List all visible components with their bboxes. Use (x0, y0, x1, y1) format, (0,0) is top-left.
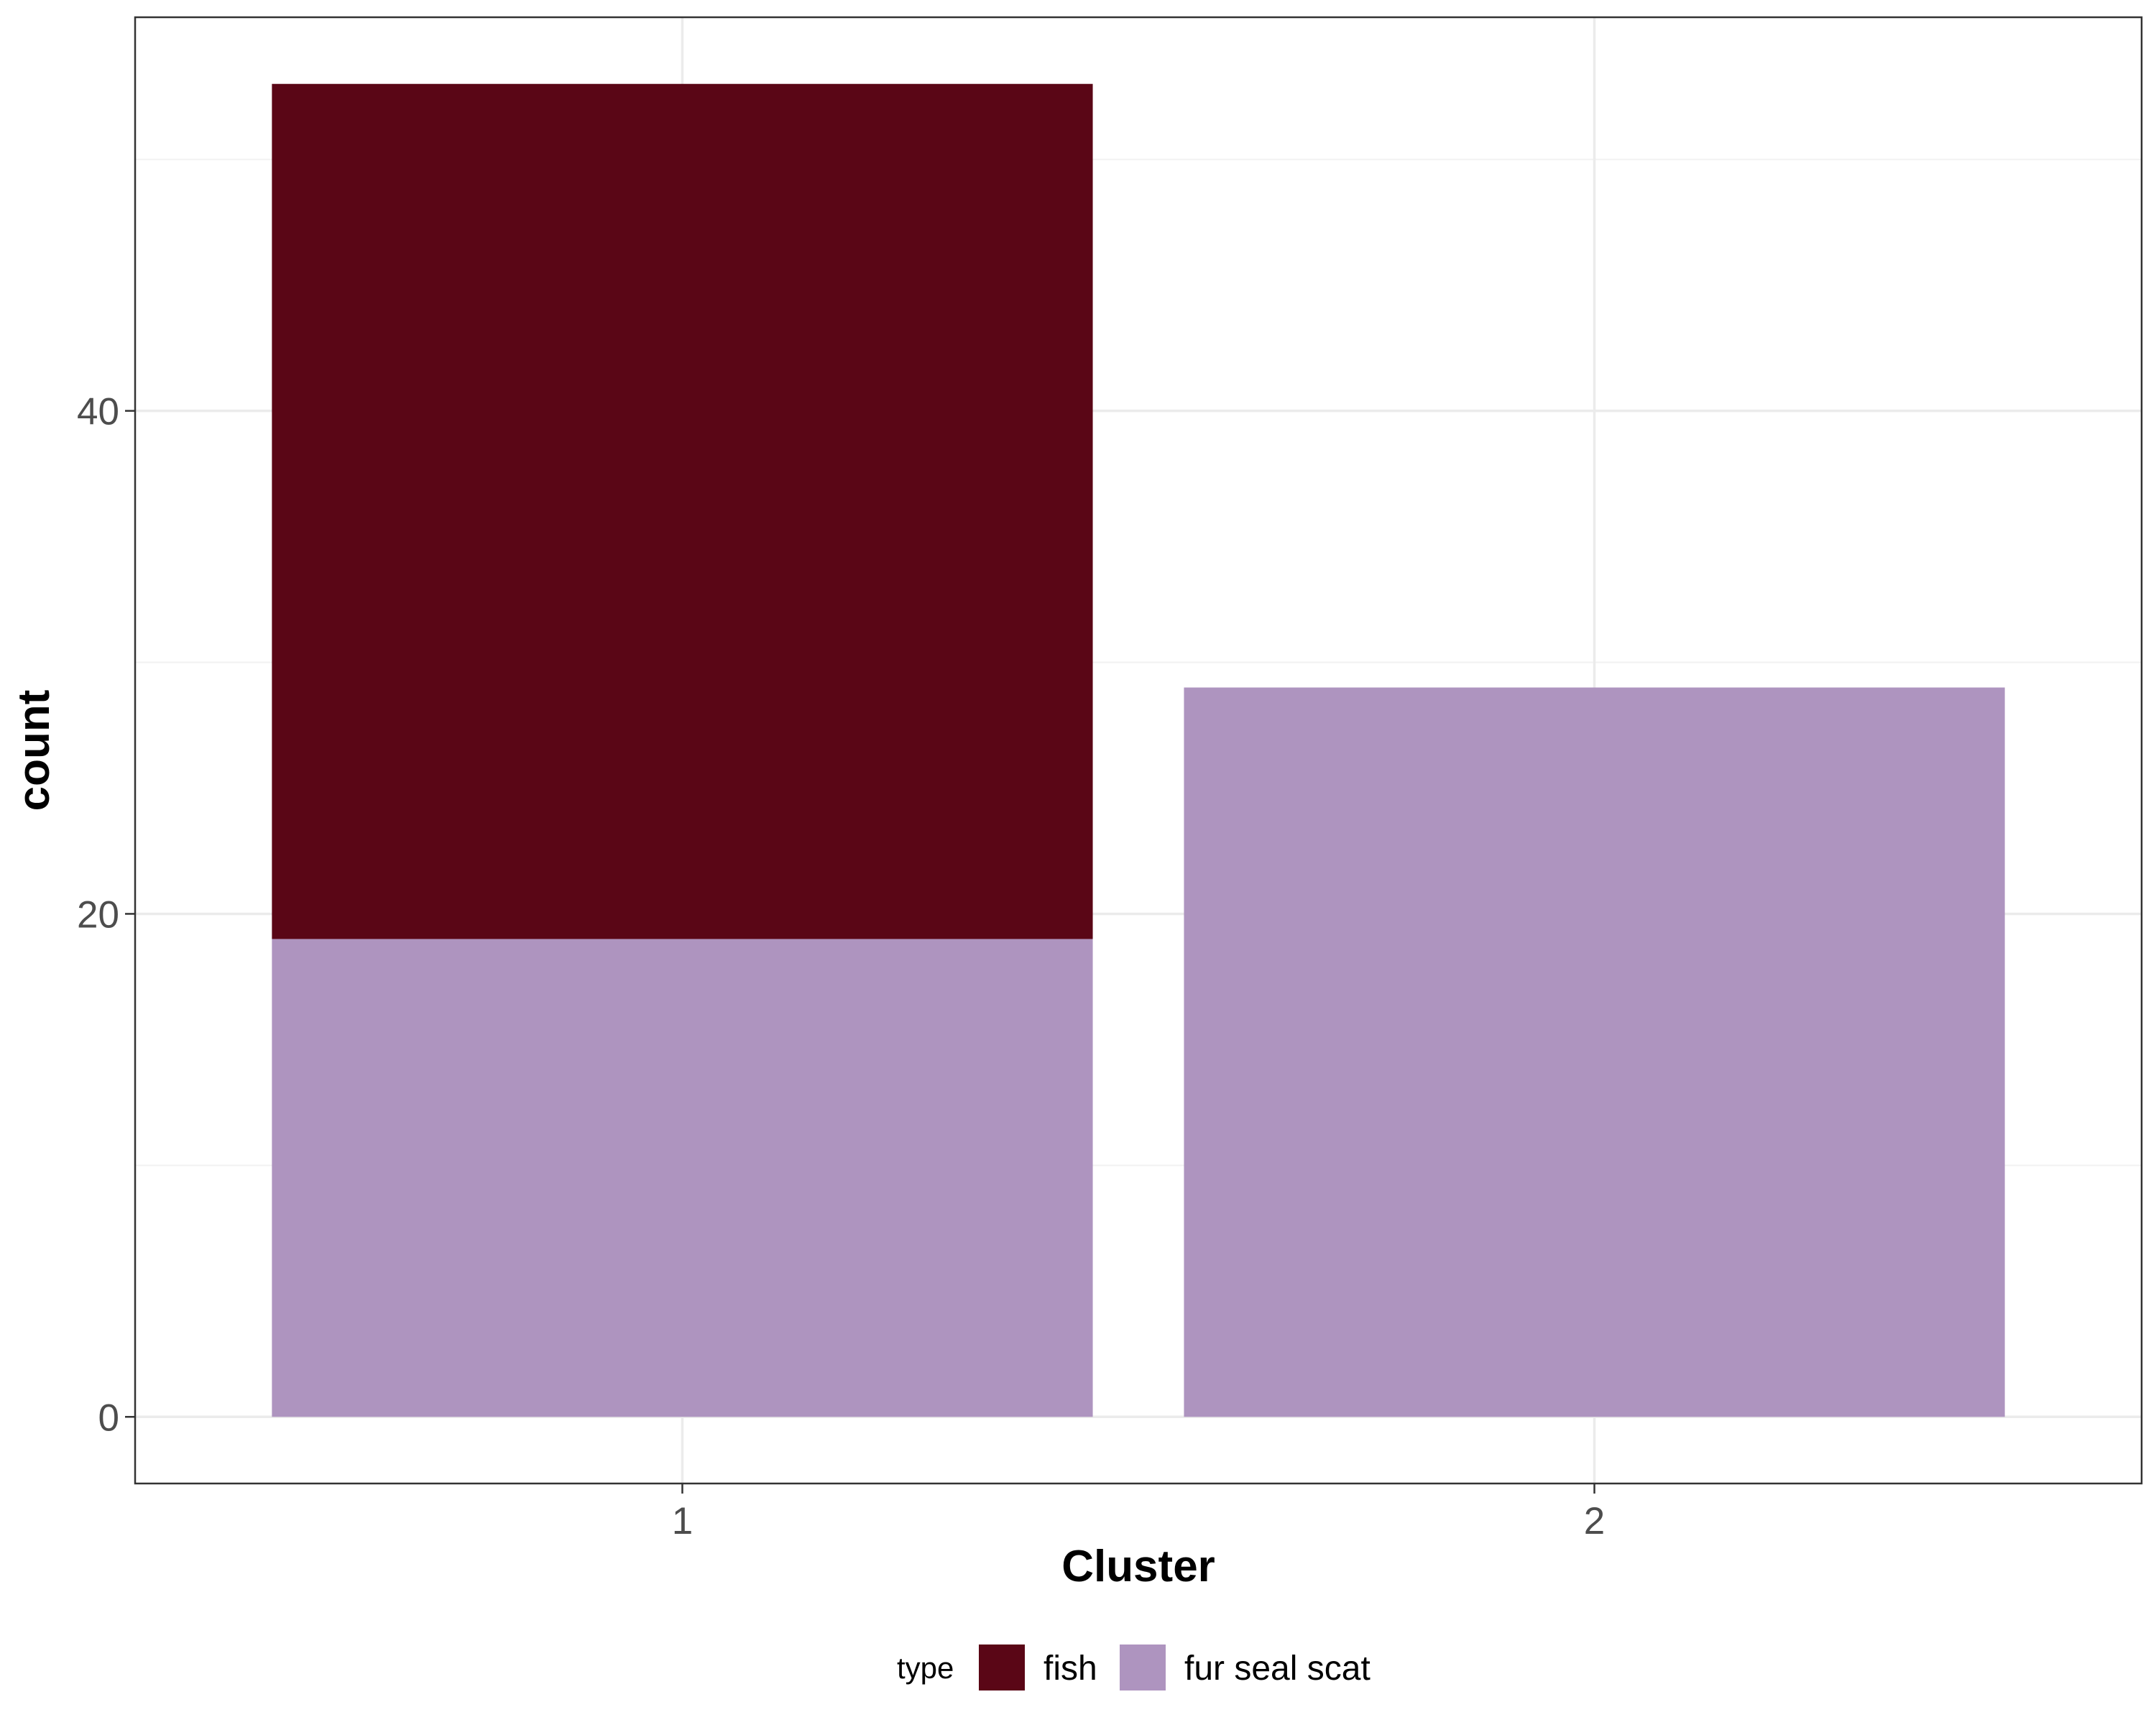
legend-swatch-fish (979, 1644, 1025, 1690)
x-tick-label: 1 (672, 1500, 693, 1542)
y-tick-label: 0 (98, 1397, 119, 1439)
legend-label-fur-seal-scat: fur seal scat (1184, 1650, 1370, 1688)
legend: type fish fur seal scat (897, 1644, 1370, 1690)
plot-border (134, 16, 2143, 1485)
x-axis-title: Cluster (1061, 1542, 1215, 1591)
bar-cluster-1-fish (272, 83, 1093, 939)
y-axis-title: count (9, 690, 59, 811)
y-tick-label: 40 (77, 391, 119, 433)
x-tick-label: 2 (1584, 1500, 1605, 1542)
legend-label-fish: fish (1044, 1650, 1097, 1688)
y-tick-label: 20 (77, 893, 119, 936)
bar-cluster-2-fur-seal-scat (1184, 687, 2005, 1417)
y-axis-ticks: 0 20 40 (77, 391, 135, 1439)
bars (272, 83, 2005, 1417)
legend-title: type (897, 1651, 954, 1685)
bar-cluster-1-fur-seal-scat (272, 939, 1093, 1417)
legend-swatch-fur-seal-scat (1120, 1644, 1166, 1690)
